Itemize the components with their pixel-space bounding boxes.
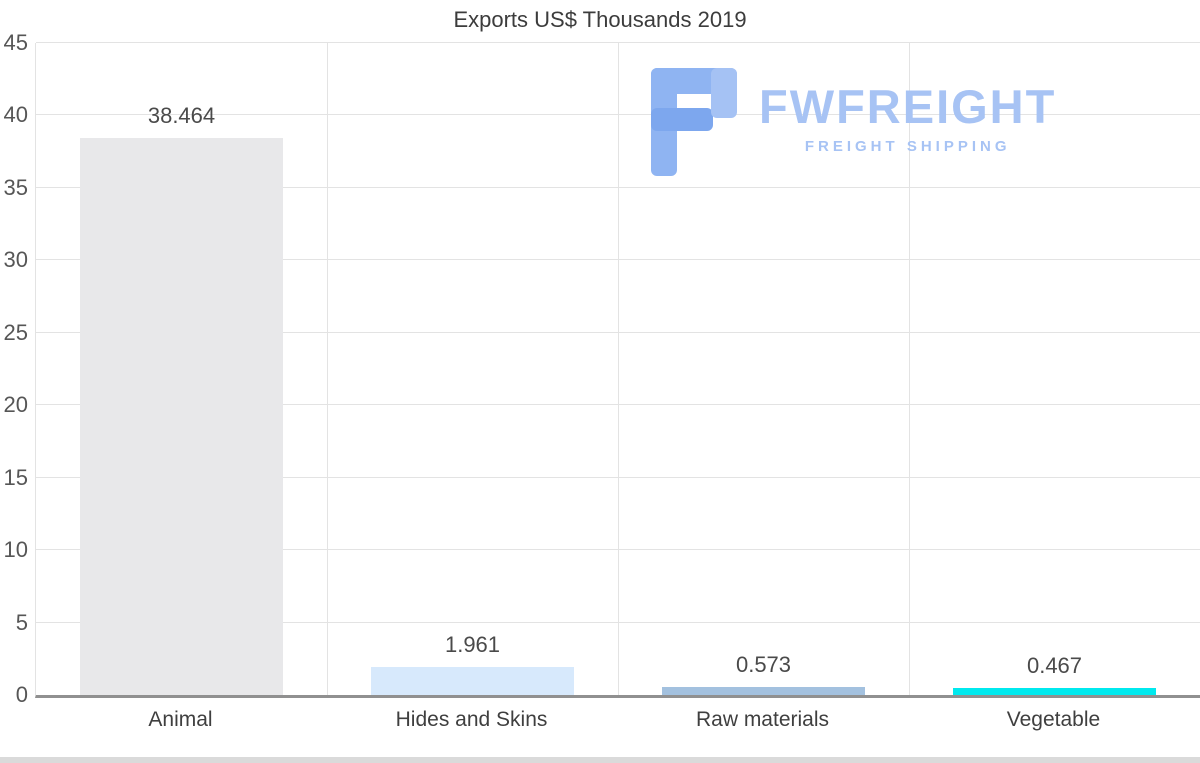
bar-value-label: 0.573	[735, 651, 792, 677]
gridline-vertical	[909, 43, 910, 695]
y-axis: 0 5 10 15 20 25 30 35 40 45	[0, 31, 30, 707]
watermark-text: FWFREIGHT FREIGHT SHIPPING	[759, 68, 1057, 156]
y-tick-label: 40	[3, 102, 28, 128]
x-tick-label: Raw materials	[695, 708, 830, 731]
bar-vegetable[interactable]	[952, 688, 1157, 695]
watermark: FWFREIGHT FREIGHT SHIPPING	[649, 68, 1159, 193]
watermark-brand: FWFREIGHT	[759, 80, 1057, 133]
bar-band: 38.464	[36, 43, 327, 695]
bar-band: 0.573	[618, 43, 909, 695]
bar-value-label: 0.467	[1026, 653, 1083, 679]
y-tick-label: 20	[3, 392, 28, 418]
y-tick-label: 15	[3, 464, 28, 490]
y-tick-label: 30	[3, 247, 28, 273]
gridline-horizontal	[36, 42, 1200, 43]
bar-animal[interactable]	[79, 137, 284, 695]
y-tick-label: 25	[3, 319, 28, 345]
bar-hides-and-skins[interactable]	[370, 666, 575, 695]
bar-band: 0.467	[909, 43, 1200, 695]
x-tick-label: Hides and Skins	[395, 708, 548, 731]
watermark-tagline: FREIGHT SHIPPING	[804, 138, 1011, 155]
x-axis: Animal Hides and Skins Raw materials Vegeta…	[35, 708, 1199, 740]
y-tick-label: 0	[15, 682, 28, 707]
y-tick-label: 5	[15, 609, 28, 635]
bar-band: 1.961	[327, 43, 618, 695]
bar-raw-materials[interactable]	[661, 686, 866, 695]
bar-value-label: 1.961	[444, 631, 501, 657]
bottom-edge-strip	[0, 757, 1200, 763]
fwfreight-logo-icon	[649, 68, 745, 181]
plot-area: 38.464 1.961 0.573 0.467 FWFREIGHT FREIGHT …	[35, 42, 1200, 698]
gridline-vertical	[618, 43, 619, 695]
gridline-vertical	[327, 43, 328, 695]
x-tick-label: Vegetable	[1006, 708, 1101, 731]
bar-value-label: 38.464	[147, 102, 216, 128]
x-tick-label: Animal	[148, 708, 213, 731]
y-tick-label: 10	[3, 537, 28, 563]
y-tick-label: 45	[3, 30, 28, 55]
chart-title: Exports US$ Thousands 2019	[453, 7, 747, 32]
y-tick-label: 35	[3, 174, 28, 200]
